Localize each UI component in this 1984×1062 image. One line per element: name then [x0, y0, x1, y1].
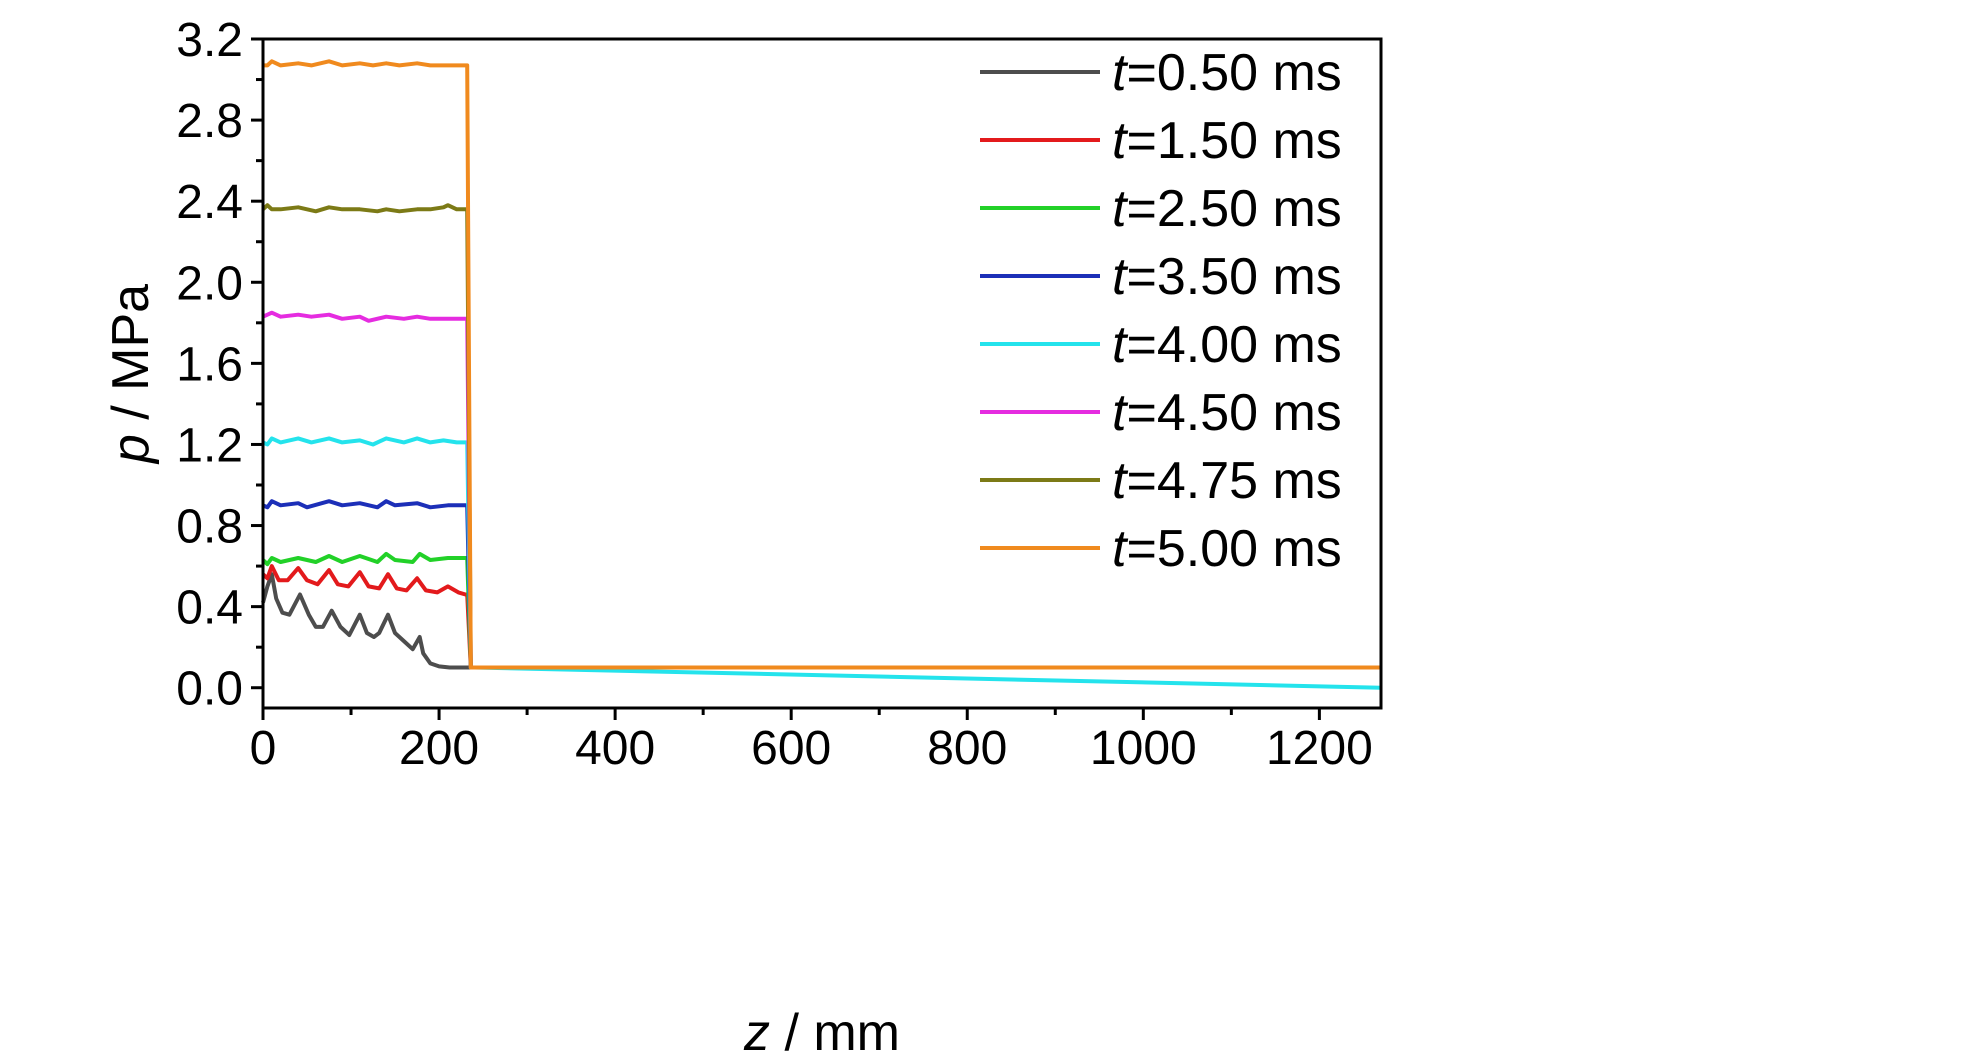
legend-label-value: =4.00 ms	[1126, 316, 1341, 374]
y-tick-label: 0.8	[176, 501, 243, 554]
legend-label-var: t	[1112, 316, 1129, 374]
x-axis-unit: / mm	[770, 1004, 900, 1062]
x-axis-ticks: 0 200 400 600 800 1000 1200	[250, 708, 1373, 775]
series-lines	[261, 59, 1382, 690]
y-tick-label: 0.4	[176, 582, 243, 635]
legend-label-3: t=2.50 ms	[1112, 180, 1342, 238]
series-line-8	[263, 59, 1381, 670]
x-axis-title: z / mm	[743, 1004, 900, 1062]
y-tick-label: 1.2	[176, 419, 243, 472]
legend-label-var: t	[1112, 452, 1129, 510]
y-tick-label: 2.8	[176, 95, 243, 148]
legend-label-value: =3.50 ms	[1126, 248, 1341, 306]
legend-label-var: t	[1112, 384, 1129, 442]
legend-label-7: t=4.75 ms	[1112, 452, 1342, 510]
x-tick-label: 200	[399, 722, 479, 775]
legend-label-value: =4.50 ms	[1126, 384, 1341, 442]
plot-area-frame	[261, 37, 1383, 710]
legend-label-var: t	[1112, 180, 1129, 238]
legend-label-5: t=4.00 ms	[1112, 316, 1342, 374]
legend-label-6: t=4.50 ms	[1112, 384, 1342, 442]
legend-label-var: t	[1112, 44, 1129, 102]
y-tick-label: 3.2	[176, 14, 243, 67]
legend-label-var: t	[1112, 112, 1129, 170]
x-tick-label: 0	[250, 722, 277, 775]
y-tick-label: 1.6	[176, 338, 243, 391]
y-axis-unit: / MPa	[102, 284, 160, 434]
legend-label-4: t=3.50 ms	[1112, 248, 1342, 306]
legend-label-value: =4.75 ms	[1126, 452, 1341, 510]
x-tick-label: 600	[751, 722, 831, 775]
x-tick-label: 1200	[1266, 722, 1373, 775]
x-tick-label: 800	[927, 722, 1007, 775]
legend-label-var: t	[1112, 248, 1129, 306]
legend-label-value: =0.50 ms	[1126, 44, 1341, 102]
x-axis-variable: z	[743, 1004, 770, 1062]
legend-label-value: =1.50 ms	[1126, 112, 1341, 170]
series-line-5	[262, 436, 1382, 690]
legend-label-1: t=0.50 ms	[1112, 44, 1342, 102]
series-line-7	[261, 203, 1381, 670]
legend-label-8: t=5.00 ms	[1112, 520, 1342, 578]
legend: t=0.50 mst=1.50 mst=2.50 mst=3.50 mst=4.…	[980, 44, 1342, 578]
series-line-3	[261, 551, 1381, 670]
x-tick-label: 400	[575, 722, 655, 775]
y-axis-title: p / MPa	[102, 284, 160, 465]
y-tick-label: 0.0	[176, 663, 243, 716]
series-line-2	[261, 564, 1381, 670]
y-axis-ticks: 0.0 0.4 0.8 1.2 1.6 2.0 2.4 2.8 3.2	[176, 14, 263, 716]
y-axis-variable: p	[102, 434, 160, 465]
series-line-1	[261, 572, 1381, 670]
legend-label-value: =2.50 ms	[1126, 180, 1341, 238]
legend-label-var: t	[1112, 520, 1129, 578]
legend-label-value: =5.00 ms	[1126, 520, 1341, 578]
legend-label-2: t=1.50 ms	[1112, 112, 1342, 170]
y-tick-label: 2.0	[176, 257, 243, 310]
y-tick-label: 2.4	[176, 176, 243, 229]
x-tick-label: 1000	[1090, 722, 1197, 775]
